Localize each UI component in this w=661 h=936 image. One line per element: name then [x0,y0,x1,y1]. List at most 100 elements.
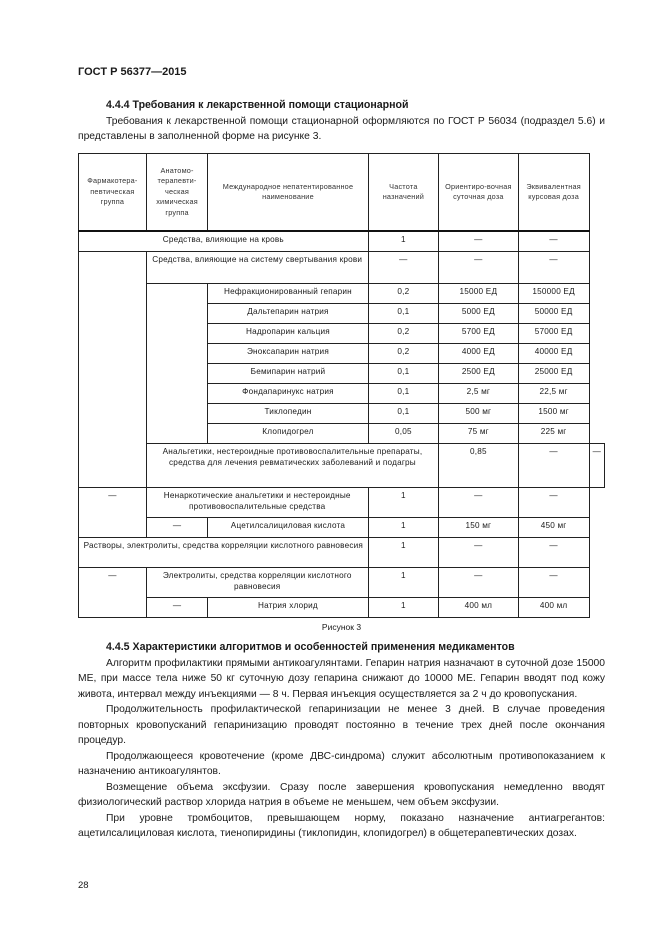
table-cell: Ацетилсалициловая кислота [207,517,369,538]
table-row: Дальтепарин натрия 0,1 5000 ЕД 50000 ЕД [79,303,605,324]
table-cell: 0,1 [367,383,440,404]
section-title: 4.4.4 Требования к лекарственной помощи … [106,99,409,111]
table-cell: — [588,443,606,488]
table-cell: — [78,487,147,538]
table-cell: 22,5 мг [517,383,590,404]
table-cell: 400 мл [438,597,519,618]
table-cell: 0,2 [367,323,440,344]
table-cell: 2,5 мг [438,383,519,404]
table-cell: Анальгетики, нестероидные противовоспали… [145,443,440,488]
table-row: Эноксапарин натрия 0,2 4000 ЕД 40000 ЕД [79,343,605,364]
table-cell: Надропарин кальция [207,323,369,344]
table-cell: — [78,567,147,618]
table-cell: — [517,567,590,598]
table-cell: Средства, влияющие на кровь [78,230,369,252]
section-title: 4.4.5 Характеристики алгоритмов и особен… [106,641,515,653]
table-cell: 0,05 [367,423,440,444]
table-cell: — [438,567,519,598]
table-cell: Электролиты, средства корреляции кислотн… [145,567,369,598]
table-cell: 1 [367,537,440,568]
table-cell: Дальтепарин натрия [207,303,369,324]
table-cell: 150 мг [438,517,519,538]
table-cell: 5700 ЕД [438,323,519,344]
table-cell: — [438,230,519,252]
table-cell: 40000 ЕД [517,343,590,364]
table-cell: 0,85 [438,443,519,488]
table-cell: — [517,443,590,488]
table-cell: 150000 ЕД [517,283,590,304]
table-row: — Ацетилсалициловая кислота 1 150 мг 450 мг [79,517,605,538]
table-cell: — [145,597,209,618]
table-cell: 0,2 [367,283,440,304]
table-cell: Клопидогрел [207,423,369,444]
table-cell: 0,1 [367,363,440,384]
table-cell: — [517,537,590,568]
table-row: — Ненаркотические анальгетики и нестероид… [78,487,605,538]
table-cell: Ненаркотические анальгетики и нестероидн… [145,487,369,518]
table-cell: Эноксапарин натрия [207,343,369,364]
table-cell: 1 [367,487,440,518]
table-cell: — [145,517,209,538]
table-header-row: Фармакотера-певтическая группа Анатомо-т… [78,153,605,232]
table-cell: Бемипарин натрий [207,363,369,384]
table-cell: 2500 ЕД [438,363,519,384]
table-cell: 450 мг [517,517,590,538]
table-row: Средства, влияющие на кровь 1— — [78,230,605,252]
table-cell: 57000 ЕД [517,323,590,344]
table-cell: — [517,487,590,518]
table-row: Тиклопедин 0,1 500 мг 1500 мг [79,403,605,424]
table-cell: Средства, влияющие на систему свертывани… [145,251,369,284]
table-cell: Растворы, электролиты, средства корреляц… [78,537,369,568]
table-cell: 50000 ЕД [517,303,590,324]
table-cell [78,251,147,488]
header-cell: Анатомо-терапевти-ческая химическая груп… [145,153,209,232]
drug-table: Фармакотера-певтическая группа Анатомо-т… [78,153,606,618]
table-cell: — [438,487,519,518]
paragraph: Возмещение объема эксфузии. Сразу после … [78,781,605,809]
table-row: Нефракционированный гепарин 0,2 15000 ЕД 15… [79,283,605,444]
table-cell: 0,1 [367,403,440,424]
table-cell: — [517,230,590,252]
table-row: Средства, влияющие на систему свертывани… [78,251,605,488]
figure-caption: Рисунок 3 [321,622,362,632]
header-cell: Ориентиро-вочная суточная доза [438,153,519,232]
table-cell [145,283,209,444]
table-cell: 225 мг [517,423,590,444]
table-cell: Нефракционированный гепарин [207,283,369,304]
table-cell: Тиклопедин [207,403,369,424]
table-row: — Натрия хлорид 1 400 мл 400 мл [79,597,605,618]
table-cell: 5000 ЕД [438,303,519,324]
table-row: — Электролиты, средства корреляции кислот… [78,567,605,618]
paragraph: При уровне тромбоцитов, превышающем норм… [78,812,605,840]
table-cell: — [367,251,440,284]
paragraph: Продолжительность профилактической гепар… [78,704,605,746]
section-4-4-4: 4.4.4 Требования к лекарственной помощи … [78,98,605,145]
paragraph: Алгоритм профилактики прямыми антикоагул… [78,657,605,700]
section-4-4-5: 4.4.5 Характеристики алгоритмов и особен… [78,640,605,842]
table-cell: 1 [367,230,440,252]
paragraph: Продолжающееся кровотечение (кроме ДВС-с… [78,750,605,778]
table-cell: Натрия хлорид [207,597,369,618]
table-cell: 0,2 [367,343,440,364]
header-cell: Эквивалентная курсовая доза [517,153,590,232]
table-cell: Фондапаринукс натрия [207,383,369,404]
table-row: Растворы, электролиты, средства корреляц… [78,537,605,568]
table-cell: 1500 мг [517,403,590,424]
table-cell: 500 мг [438,403,519,424]
table-cell: 400 мл [517,597,590,618]
paragraph: Требования к лекарственной помощи стацио… [78,115,605,143]
table-cell: — [438,251,519,284]
table-cell: 25000 ЕД [517,363,590,384]
table-cell: 75 мг [438,423,519,444]
table-cell: 0,1 [367,303,440,324]
table-cell: 4000 ЕД [438,343,519,364]
table-cell: — [438,537,519,568]
header-cell: Частота назначений [367,153,440,232]
table-row: Анальгетики, нестероидные противовоспали… [79,443,606,488]
header-cell: Международное непатентированное наименов… [207,153,369,232]
table-cell: — [517,251,590,284]
header-cell: Фармакотера-певтическая группа [78,153,147,232]
table-row: Фондапаринукс натрия 0,1 2,5 мг 22,5 мг [79,383,605,404]
table-cell: 1 [367,597,440,618]
table-cell: 15000 ЕД [438,283,519,304]
